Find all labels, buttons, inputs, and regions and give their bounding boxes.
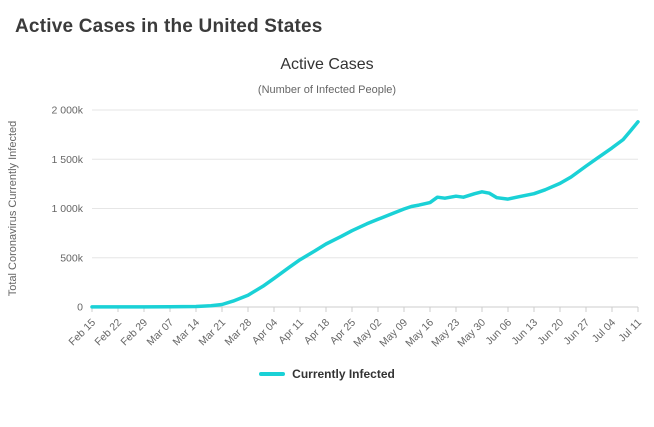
y-tick-label: 1 000k	[51, 203, 83, 215]
legend-label: Currently Infected	[292, 367, 395, 381]
x-tick-label: Feb 29	[119, 317, 151, 349]
x-tick-label: Jul 11	[616, 317, 644, 345]
y-tick-label: 1 500k	[51, 154, 83, 166]
x-tick-label: Feb 22	[93, 317, 125, 349]
y-tick-label: 0	[77, 302, 83, 314]
chart-subtitle: (Number of Infected People)	[257, 84, 397, 96]
active-cases-chart: Active Cases (Number of Infected People)…	[0, 48, 654, 381]
y-axis-title: Total Coronavirus Currently Infected	[7, 121, 19, 296]
x-tick-label: Jun 13	[509, 317, 540, 348]
chart-title: Active Cases	[280, 56, 374, 73]
x-tick-label: Jun 20	[535, 317, 566, 348]
y-tick-label: 2 000k	[51, 105, 83, 117]
page-title: Active Cases in the United States	[15, 16, 323, 37]
x-tick-label: Mar 28	[223, 317, 255, 349]
x-tick-label: Mar 14	[171, 317, 203, 349]
x-tick-label: May 30	[455, 317, 488, 350]
x-tick-label: Apr 18	[302, 317, 332, 347]
x-tick-label: Apr 11	[276, 317, 306, 347]
legend-item-currently-infected[interactable]: Currently Infected	[259, 367, 395, 381]
y-tick-label: 500k	[60, 252, 84, 264]
x-tick-label: Mar 21	[197, 317, 229, 349]
x-tick-label: May 09	[377, 317, 410, 350]
x-tick-label: Jun 27	[561, 317, 592, 348]
x-tick-label: May 02	[351, 317, 384, 350]
x-tick-label: May 23	[429, 317, 462, 350]
x-tick-label: Jul 04	[590, 317, 618, 345]
legend-line-marker	[259, 372, 286, 376]
x-tick-label: Feb 15	[67, 317, 99, 349]
legend: Currently Infected	[0, 367, 654, 381]
series-line-currently-infected[interactable]	[90, 120, 640, 309]
x-tick-label: May 16	[403, 317, 436, 350]
x-tick-label: Mar 07	[145, 317, 177, 349]
x-tick-label: Jun 06	[483, 317, 514, 348]
x-tick-label: Apr 04	[250, 317, 280, 347]
